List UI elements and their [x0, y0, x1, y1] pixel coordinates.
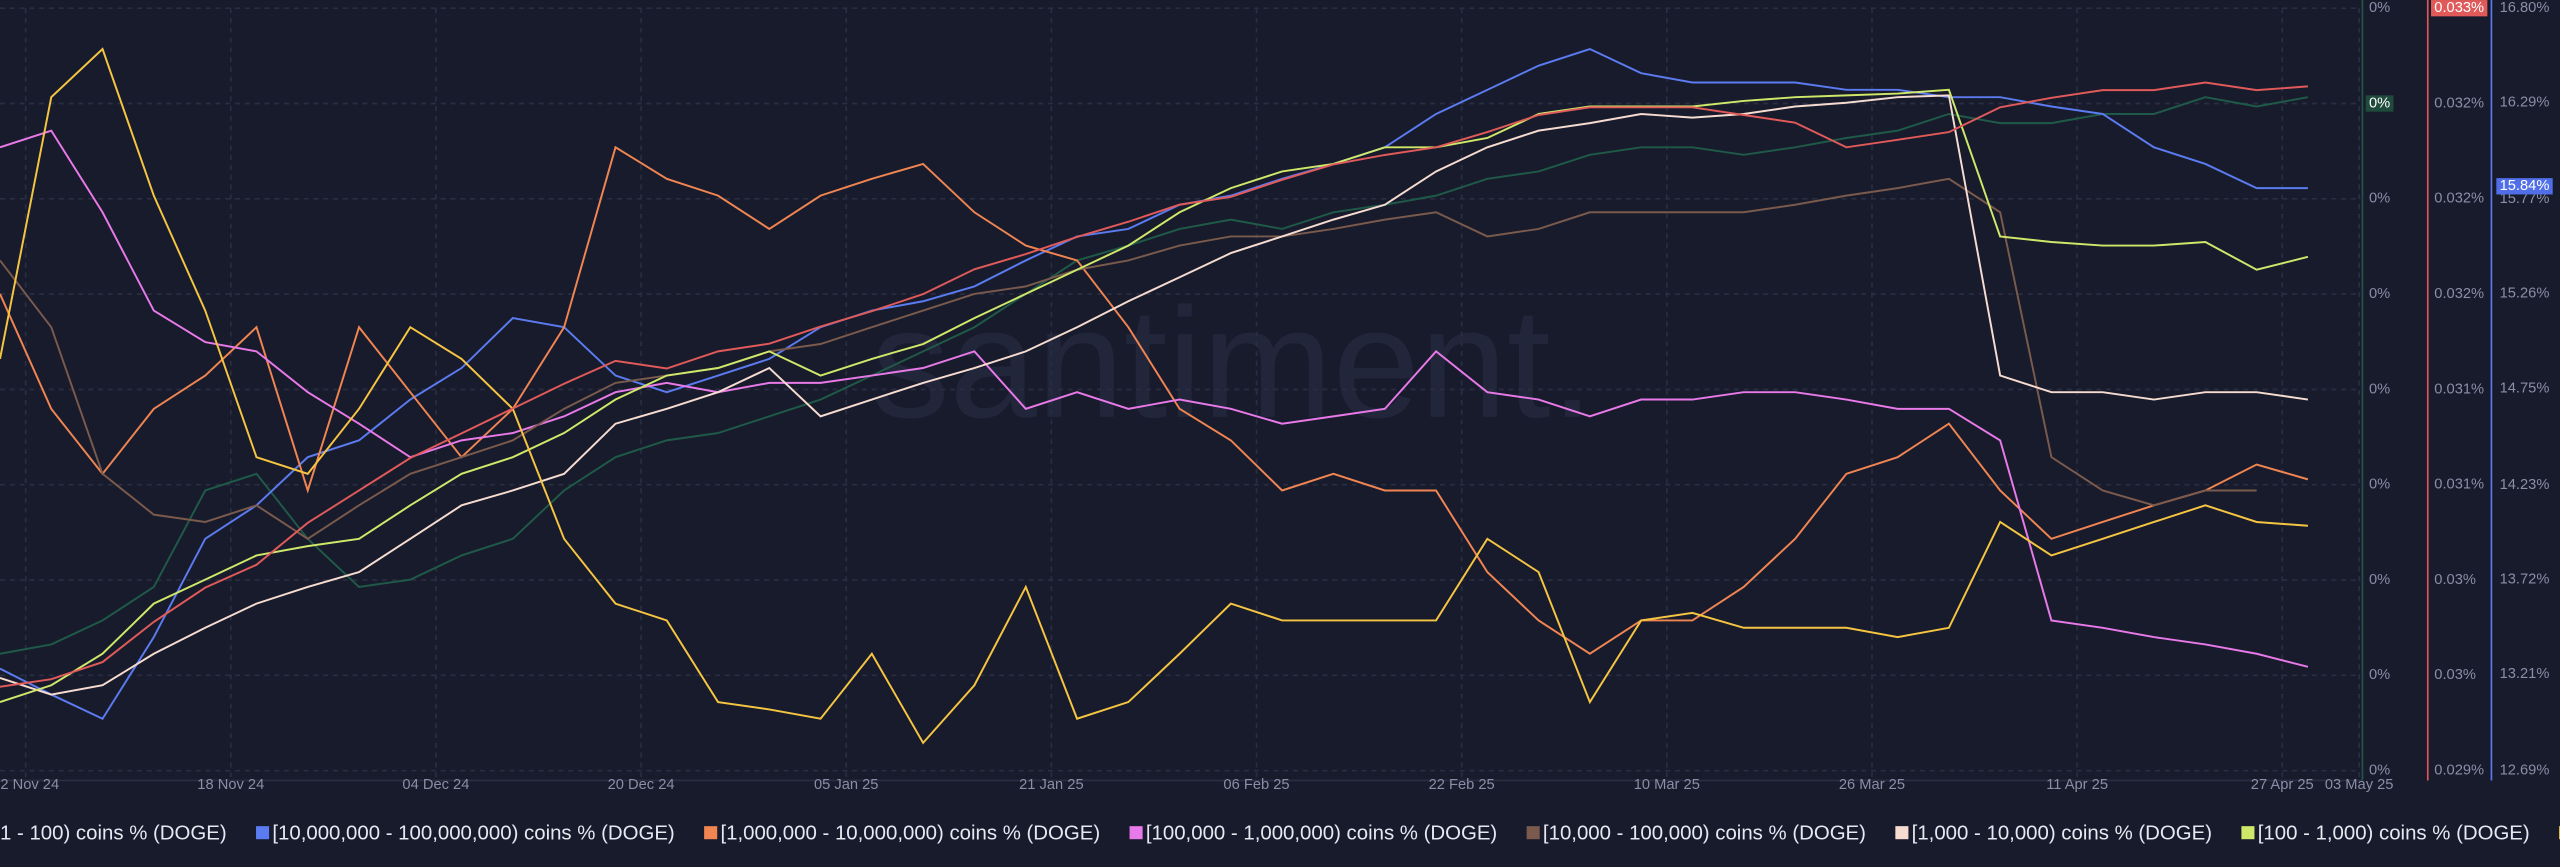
y-tick-label: 0% — [2369, 477, 2390, 493]
y-tick-label: 15.77% — [2500, 191, 2550, 207]
y-tick-label: 0.029% — [2434, 763, 2484, 779]
legend-label: 1 - 100) coins % (DOGE) — [0, 823, 227, 845]
x-tick-label: 27 Apr 25 — [2251, 777, 2314, 793]
y-tick-label: 0.032% — [2434, 191, 2484, 207]
legend-swatch — [1526, 826, 1540, 840]
value-badge — [2365, 95, 2394, 112]
y-tick-label: 0% — [2369, 572, 2390, 588]
y-tick-label: 0.03% — [2434, 667, 2476, 683]
series-line — [0, 96, 2309, 655]
y-tick-label: 16.29% — [2500, 95, 2550, 111]
value-badge-label: 0% — [2369, 95, 2390, 111]
legend-swatch — [256, 826, 270, 840]
watermark: santiment. — [871, 276, 1594, 451]
y-tick-label: 12.69% — [2500, 763, 2550, 779]
value-badge — [2496, 178, 2553, 195]
y-tick-label: 0.03% — [2434, 572, 2476, 588]
y-tick-label: 13.21% — [2500, 666, 2550, 682]
x-tick-label: 02 Nov 24 — [0, 777, 59, 793]
series-line — [0, 81, 2308, 688]
legend-swatch — [704, 826, 718, 840]
value-badge — [2431, 0, 2488, 17]
legend-label: [100 - 1,000) coins % (DOGE) — [2258, 823, 2530, 845]
y-tick-label: 0.031% — [2434, 477, 2484, 493]
series-line — [0, 145, 2309, 655]
value-badge-label: 0.033% — [2434, 0, 2484, 16]
y-tick-label: 0% — [2369, 286, 2390, 302]
series-line — [0, 94, 2309, 696]
value-badge-label: 15.84% — [2500, 178, 2550, 194]
legend-label: [1,000 - 10,000) coins % (DOGE) — [1912, 823, 2212, 845]
legend-label: [10,000 - 100,000) coins % (DOGE) — [1543, 823, 1866, 845]
legend-label: [10,000,000 - 100,000,000) coins % (DOGE… — [272, 823, 674, 845]
x-tick-label: 11 Apr 25 — [2046, 777, 2108, 793]
x-tick-label: 06 Feb 25 — [1223, 777, 1289, 793]
y-tick-label: 0% — [2369, 0, 2390, 16]
y-tick-label: 0% — [2369, 381, 2390, 397]
x-tick-label: 10 Mar 25 — [1634, 777, 1700, 793]
y-tick-label: 0% — [2369, 667, 2390, 683]
series-line — [0, 177, 2257, 540]
y-tick-label: 15.26% — [2500, 286, 2550, 302]
legend-label: [100,000 - 1,000,000) coins % (DOGE) — [1146, 823, 1497, 845]
legend-swatch — [2241, 826, 2255, 840]
legend-label: [1,000,000 - 10,000,000) coins % (DOGE) — [720, 823, 1100, 845]
y-tick-label: 0% — [2369, 763, 2390, 779]
x-tick-label: 21 Jan 25 — [1019, 777, 1084, 793]
series-line — [0, 47, 2308, 745]
x-tick-label: 26 Mar 25 — [1839, 777, 1905, 793]
y-tick-label: 13.72% — [2500, 571, 2550, 587]
x-tick-label: 22 Feb 25 — [1429, 777, 1495, 793]
y-tick-label: 0.031% — [2434, 381, 2484, 397]
y-tick-label: 0.032% — [2434, 286, 2484, 302]
x-tick-label: 18 Nov 24 — [197, 777, 264, 793]
y-tick-label: 16.80% — [2500, 0, 2550, 16]
series-line — [0, 129, 2309, 668]
legend-swatch — [1895, 826, 1909, 840]
series-line — [0, 88, 2309, 704]
x-tick-label: 20 Dec 24 — [608, 777, 675, 793]
series-line — [0, 47, 2308, 720]
legend-swatch — [1129, 826, 1143, 840]
x-tick-label: 05 Jan 25 — [814, 777, 879, 793]
y-tick-label: 14.23% — [2500, 477, 2550, 493]
y-tick-label: 0.032% — [2434, 95, 2484, 111]
y-tick-label: 0% — [2369, 191, 2390, 207]
y-tick-label: 14.75% — [2500, 380, 2550, 396]
x-tick-label: 03 May 25 — [2325, 777, 2394, 793]
x-tick-label: 04 Dec 24 — [402, 777, 469, 793]
